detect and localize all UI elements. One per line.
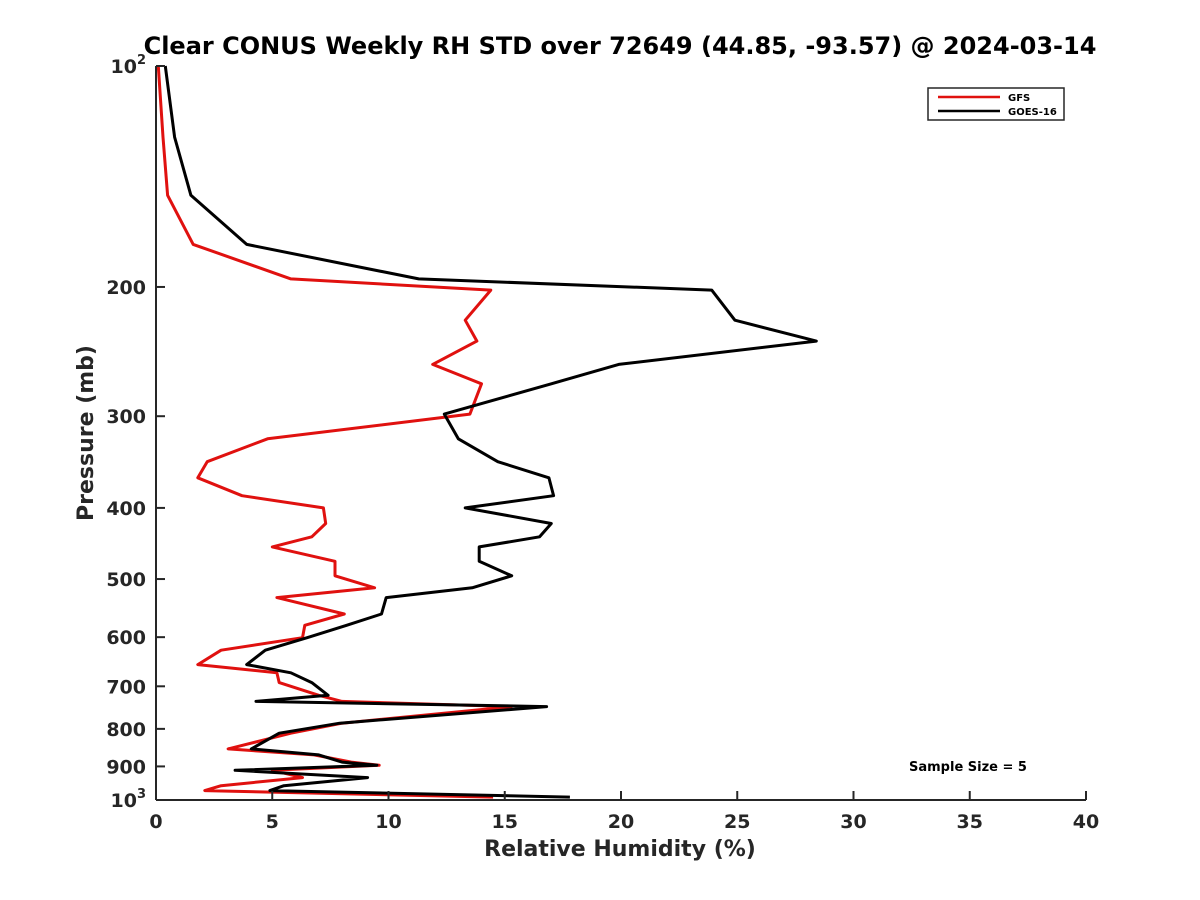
y-axis-label: Pressure (mb) <box>74 345 99 521</box>
y-tick-label: 500 <box>106 569 146 591</box>
x-tick-label: 25 <box>724 811 750 833</box>
sample-size-annotation: Sample Size = 5 <box>909 760 1027 775</box>
legend-box <box>927 87 1065 121</box>
tick-layer: 0 5 10 15 20 25 30 35 40 102 200 300 400 500 600 700 800… <box>106 53 1099 833</box>
x-tick-label: 10 <box>375 811 401 833</box>
y-tick-label: 700 <box>106 676 146 698</box>
y-tick-label: 400 <box>106 498 146 520</box>
legend-label: GFS <box>1008 93 1030 104</box>
y-tick-label: 200 <box>106 277 146 299</box>
legend: GFS GOES-16 <box>927 87 1065 121</box>
series-line-goes-16 <box>163 65 818 799</box>
legend-label: GOES-16 <box>1008 107 1057 118</box>
x-tick-label: 35 <box>957 811 983 833</box>
x-tick-label: 15 <box>492 811 518 833</box>
x-tick-label: 40 <box>1073 811 1099 833</box>
axes-layer <box>155 66 1086 801</box>
x-tick-label: 30 <box>840 811 866 833</box>
x-axis-label: Relative Humidity (%) <box>484 837 756 862</box>
y-tick-label: 800 <box>106 719 146 741</box>
chart-title: Clear CONUS Weekly RH STD over 72649 (44… <box>144 32 1097 60</box>
x-tick-label: 20 <box>608 811 634 833</box>
y-tick-label: 300 <box>106 406 146 428</box>
y-tick-label: 103 <box>111 787 147 812</box>
series-layer <box>156 65 818 799</box>
x-tick-label: 0 <box>149 811 162 833</box>
series-line-gfs <box>156 65 514 799</box>
y-tick-label: 102 <box>111 53 147 78</box>
y-tick-label: 900 <box>106 756 146 778</box>
x-tick-label: 5 <box>266 811 279 833</box>
y-tick-label: 600 <box>106 627 146 649</box>
